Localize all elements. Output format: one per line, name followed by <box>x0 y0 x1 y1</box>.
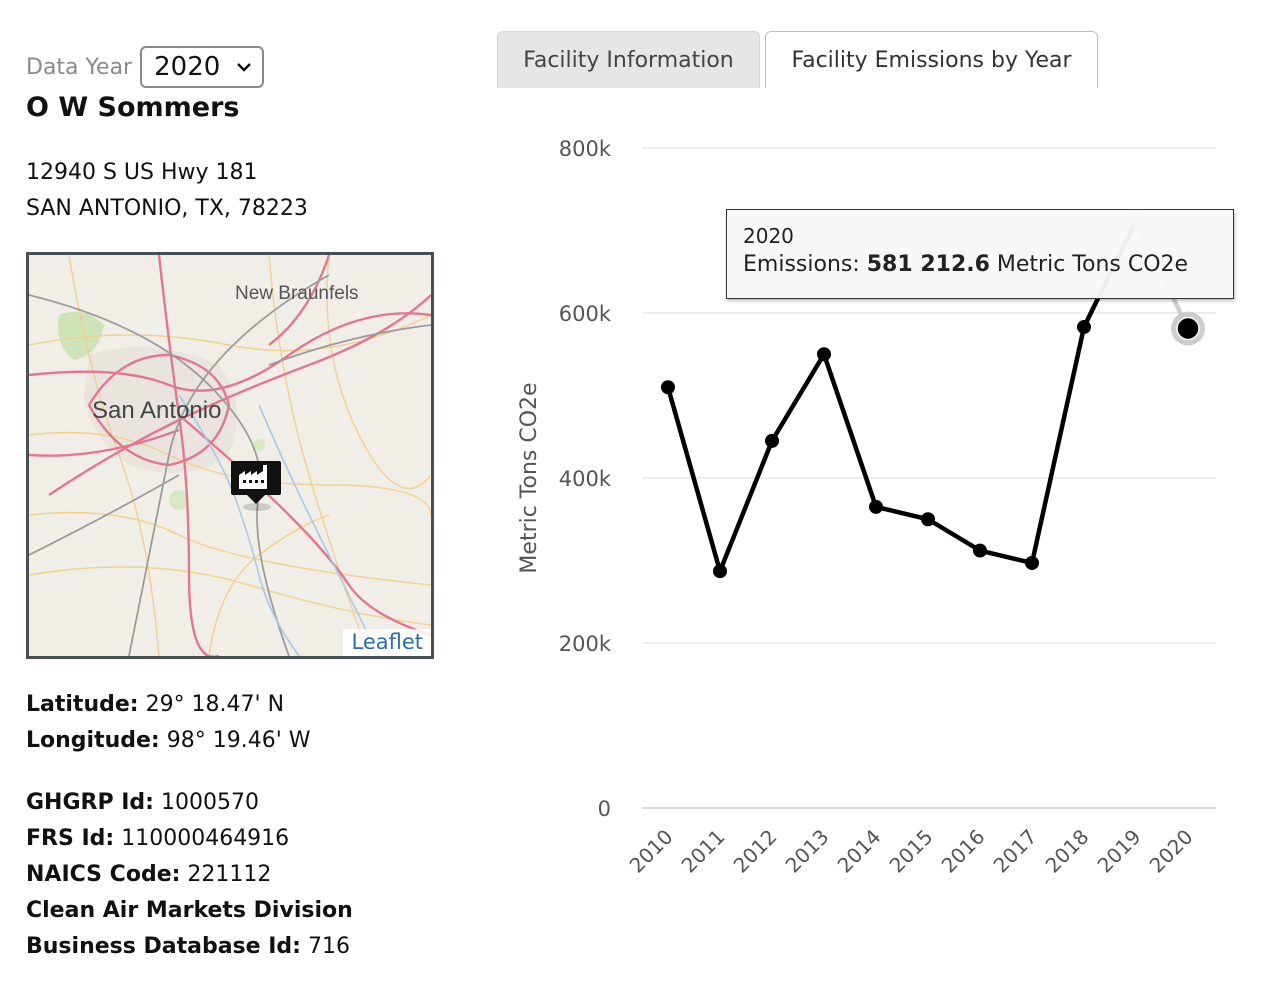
data-point[interactable] <box>817 347 831 362</box>
y-tick-label: 800k <box>559 137 612 161</box>
x-tick-label: 2015 <box>885 825 938 878</box>
longitude-value: 98° 19.46' W <box>159 728 311 753</box>
map-tiles: New Braunfels San Antonio <box>29 255 431 656</box>
x-tick-label: 2020 <box>1145 825 1198 878</box>
latitude-row: Latitude: 29° 18.47' N <box>26 692 284 717</box>
x-tick-label: 2016 <box>937 825 990 878</box>
data-point[interactable] <box>1025 555 1039 570</box>
facility-map[interactable]: New Braunfels San Antonio Leaflet <box>26 252 434 659</box>
x-tick-label: 2017 <box>989 825 1042 878</box>
ghgrp-id-value: 1000570 <box>153 790 259 815</box>
y-tick-label: 400k <box>559 467 612 491</box>
ghgrp-id-label: GHGRP Id: <box>26 790 154 815</box>
address-line-1: 12940 S US Hwy 181 <box>26 160 258 185</box>
naics-code-label: NAICS Code: <box>26 862 181 887</box>
data-year-select[interactable]: 2020 <box>140 46 265 88</box>
x-tick-label: 2014 <box>833 825 886 878</box>
ghgrp-id-row: GHGRP Id: 1000570 <box>26 790 259 815</box>
data-point[interactable] <box>713 564 727 579</box>
emissions-series-line <box>665 326 1087 574</box>
x-tick-label: 2019 <box>1093 825 1146 878</box>
longitude-row: Longitude: 98° 19.46' W <box>26 728 311 753</box>
camd-row: Clean Air Markets Division <box>26 898 353 923</box>
frs-id-value: 110000464916 <box>114 826 290 851</box>
data-point[interactable] <box>973 543 987 558</box>
tab-facility-emissions-by-year[interactable]: Facility Emissions by Year <box>765 31 1098 88</box>
tooltip-value: 581 212.6 <box>866 252 990 277</box>
data-point[interactable] <box>921 512 935 527</box>
business-db-id-label: Business Database Id: <box>26 934 301 959</box>
frs-id-row: FRS Id: 110000464916 <box>26 826 289 851</box>
tooltip-prefix: Emissions: <box>743 252 867 277</box>
camd-label: Clean Air Markets Division <box>26 898 353 923</box>
leaflet-attribution-link[interactable]: Leaflet <box>343 629 431 656</box>
tooltip-body: Emissions: 581 212.6 Metric Tons CO2e <box>743 252 1217 277</box>
facility-name: O W Sommers <box>26 92 240 123</box>
highlighted-data-point[interactable] <box>1176 316 1200 341</box>
tooltip-suffix: Metric Tons CO2e <box>989 252 1189 277</box>
chart-tooltip: 2020 Emissions: 581 212.6 Metric Tons CO… <box>726 209 1234 299</box>
data-year-value: 2020 <box>154 52 221 82</box>
tooltip-year: 2020 <box>743 224 794 248</box>
naics-code-value: 221112 <box>180 862 272 887</box>
data-point[interactable] <box>765 433 779 448</box>
x-tick-label: 2011 <box>677 825 730 878</box>
naics-code-row: NAICS Code: 221112 <box>26 862 271 887</box>
address-line-2: SAN ANTONIO, TX, 78223 <box>26 196 308 221</box>
y-tick-label: 200k <box>559 632 612 656</box>
x-tick-label: 2012 <box>729 825 782 878</box>
latitude-label: Latitude: <box>26 692 139 717</box>
latitude-value: 29° 18.47' N <box>138 692 285 717</box>
map-label-new-braunfels: New Braunfels <box>235 283 359 304</box>
factory-marker-icon[interactable] <box>231 461 281 511</box>
data-point[interactable] <box>1077 320 1091 335</box>
map-label-san-antonio: San Antonio <box>92 397 221 424</box>
tab-facility-information[interactable]: Facility Information <box>497 31 760 88</box>
x-tick-label: 2013 <box>781 825 834 878</box>
data-year-label: Data Year <box>26 54 133 80</box>
y-axis-label: Metric Tons CO2e <box>517 382 542 573</box>
y-tick-label: 0 <box>598 797 611 821</box>
x-tick-label: 2010 <box>625 825 678 878</box>
chevron-down-icon <box>237 63 251 72</box>
business-db-id-value: 716 <box>300 934 350 959</box>
data-point[interactable] <box>661 380 675 395</box>
data-point[interactable] <box>869 499 883 514</box>
year-selector-row: Data Year 2020 <box>26 46 265 88</box>
frs-id-label: FRS Id: <box>26 826 115 851</box>
business-db-id-row: Business Database Id: 716 <box>26 934 350 959</box>
y-tick-label: 600k <box>559 302 612 326</box>
x-tick-label: 2018 <box>1041 825 1094 878</box>
longitude-label: Longitude: <box>26 728 160 753</box>
